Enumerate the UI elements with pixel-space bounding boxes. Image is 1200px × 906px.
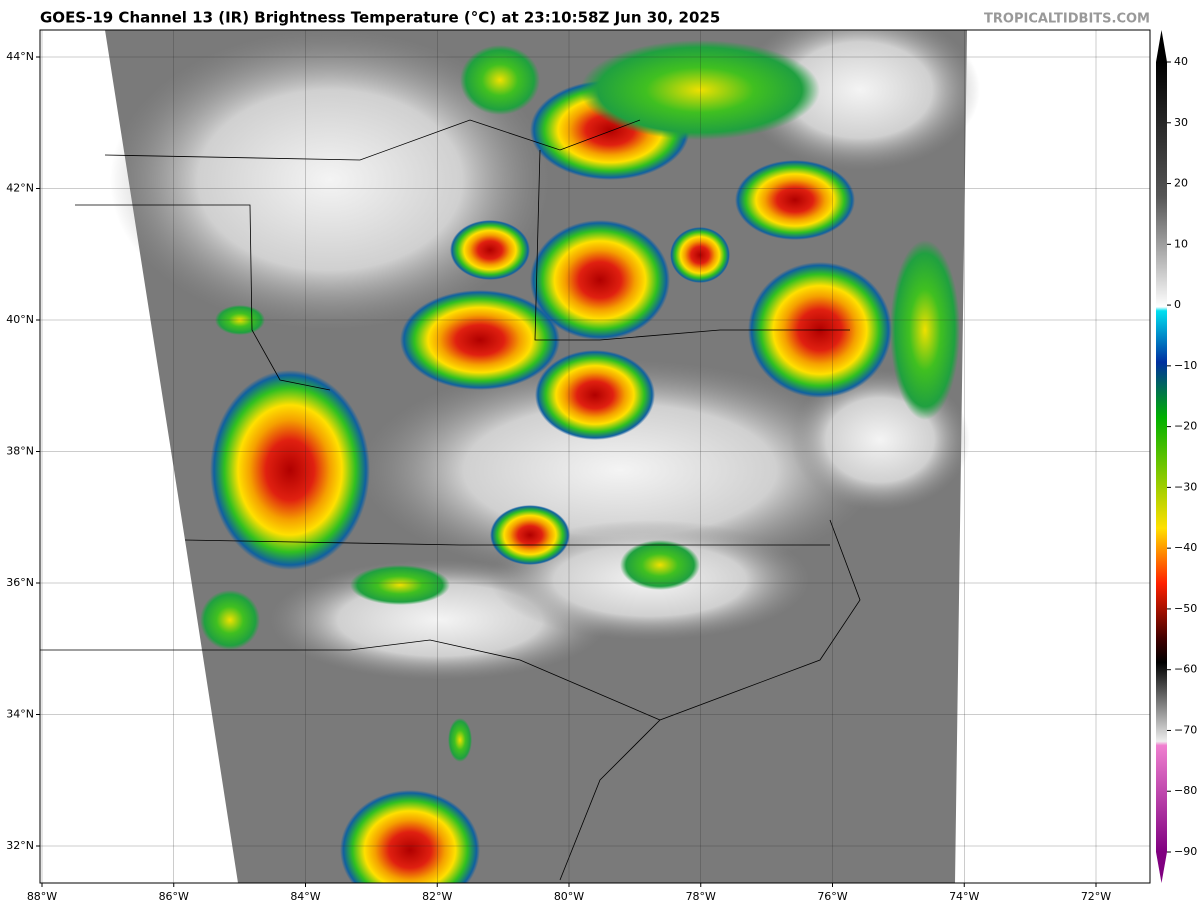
- lat-label: 44°N: [6, 50, 34, 63]
- colorbar-tick-label: −10: [1174, 359, 1197, 372]
- colorbar-tick-label: −60: [1174, 663, 1197, 676]
- colorbar-tick-label: −50: [1174, 602, 1197, 615]
- colorbar-tick-label: 20: [1174, 177, 1188, 190]
- lat-label: 32°N: [6, 839, 34, 852]
- lon-label: 78°W: [686, 890, 716, 903]
- colorbar-tick-label: −90: [1174, 845, 1197, 858]
- map-frame: [39, 29, 1151, 884]
- colorbar: [1156, 62, 1167, 852]
- lon-label: 74°W: [949, 890, 979, 903]
- source: TROPICALTIDBITS.COM: [984, 12, 1150, 27]
- colorbar-tick-label: −80: [1174, 784, 1197, 797]
- lon-label: 80°W: [554, 890, 584, 903]
- lat-label: 34°N: [6, 708, 34, 721]
- colorbar-tick-label: 0: [1174, 298, 1181, 311]
- colorbar-tick-label: 30: [1174, 116, 1188, 129]
- colorbar-tick-label: −70: [1174, 723, 1197, 736]
- colorbar-extend-top: [1156, 30, 1167, 62]
- colorbar-tick-label: 10: [1174, 237, 1188, 250]
- lat-label: 36°N: [6, 576, 34, 589]
- lon-label: 86°W: [159, 890, 189, 903]
- lat-label: 42°N: [6, 182, 34, 195]
- lat-label: 38°N: [6, 445, 34, 458]
- colorbar-ticks: 40 30 20 10 0 −10 −20 −30 −40 −50 −60 −70 −80 −90: [1167, 55, 1197, 858]
- colorbar-tick-label: −40: [1174, 541, 1197, 554]
- lon-label: 72°W: [1081, 890, 1111, 903]
- lon-label: 84°W: [290, 890, 320, 903]
- lat-label: 40°N: [6, 313, 34, 326]
- lon-label: 88°W: [27, 890, 57, 903]
- title: GOES-19 Channel 13 (IR) Brightness Tempe…: [40, 9, 720, 27]
- colorbar-tick-label: −30: [1174, 480, 1197, 493]
- lon-label: 76°W: [817, 890, 847, 903]
- colorbar-tick-label: −20: [1174, 420, 1197, 433]
- colorbar-tick-label: 40: [1174, 55, 1188, 68]
- colorbar-extend-bottom: [1156, 852, 1167, 883]
- lon-label: 82°W: [422, 890, 452, 903]
- graticule: 44°N 42°N 40°N 38°N 36°N 34°N 32°N 88°W 86°W 84°W…: [6, 30, 1150, 903]
- imagery: [40, 30, 1150, 883]
